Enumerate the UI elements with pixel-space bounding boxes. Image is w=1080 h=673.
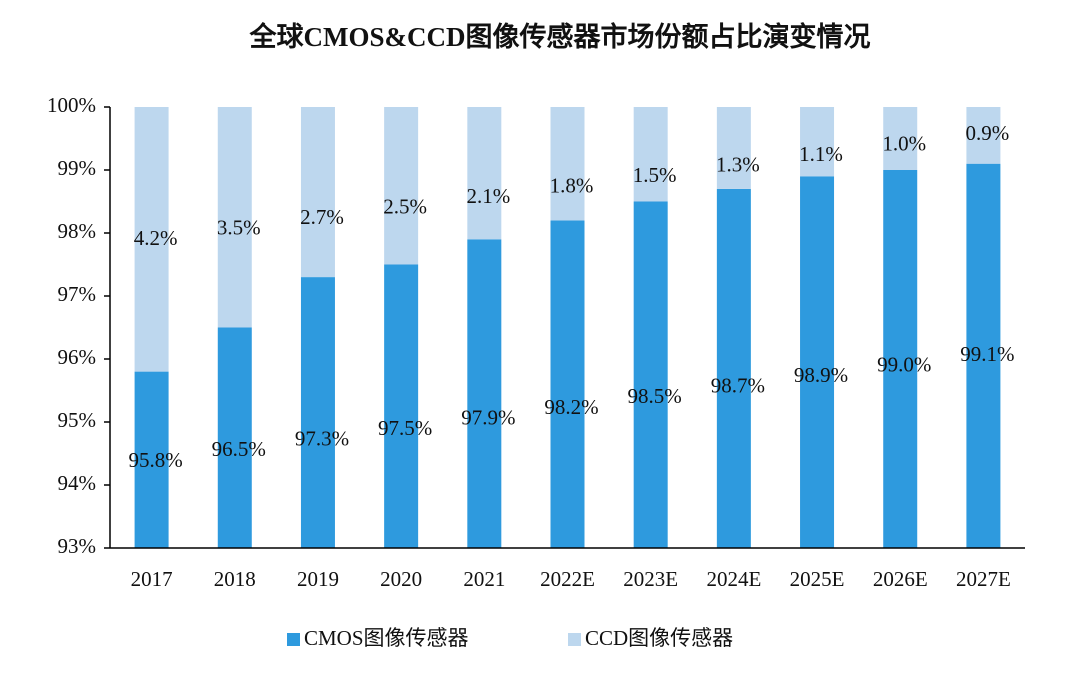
y-tick-label: 93% bbox=[58, 534, 97, 558]
y-tick-label: 95% bbox=[58, 408, 97, 432]
legend-swatch bbox=[287, 633, 300, 646]
data-label: 0.9% bbox=[966, 121, 1010, 145]
data-label: 98.7% bbox=[711, 374, 765, 398]
data-label: 1.3% bbox=[716, 152, 760, 176]
bar bbox=[800, 107, 835, 177]
bar bbox=[217, 107, 252, 328]
x-tick-label: 2020 bbox=[380, 567, 422, 591]
x-tick-label: 2024E bbox=[706, 567, 761, 591]
chart-title: 全球CMOS&CCD图像传感器市场份额占比演变情况 bbox=[249, 21, 871, 52]
x-tick-label: 2026E bbox=[873, 567, 928, 591]
bar bbox=[716, 188, 751, 548]
data-label: 1.5% bbox=[633, 163, 677, 187]
data-label: 95.8% bbox=[128, 448, 182, 472]
bar bbox=[633, 201, 668, 548]
legend-swatch bbox=[568, 633, 581, 646]
bar bbox=[134, 107, 169, 372]
legend-label: CMOS图像传感器 bbox=[304, 626, 469, 650]
y-tick-label: 99% bbox=[58, 156, 97, 180]
data-label: 1.8% bbox=[550, 173, 594, 197]
bar bbox=[883, 107, 918, 170]
bar bbox=[300, 277, 335, 548]
bar bbox=[716, 107, 751, 189]
bar bbox=[550, 107, 585, 221]
x-tick-label: 2022E bbox=[540, 567, 595, 591]
data-label: 97.3% bbox=[295, 427, 349, 451]
x-tick-label: 2023E bbox=[623, 567, 678, 591]
data-label: 2.5% bbox=[383, 194, 427, 218]
bar bbox=[550, 220, 585, 548]
y-tick-label: 94% bbox=[58, 471, 97, 495]
data-label: 2.7% bbox=[300, 205, 344, 229]
bar bbox=[966, 163, 1001, 548]
data-label: 98.9% bbox=[794, 363, 848, 387]
bar bbox=[800, 176, 835, 549]
y-tick-label: 97% bbox=[58, 282, 97, 306]
y-tick-label: 96% bbox=[58, 345, 97, 369]
y-tick-label: 100% bbox=[47, 93, 96, 117]
data-label: 96.5% bbox=[212, 437, 266, 461]
data-label: 99.1% bbox=[960, 342, 1014, 366]
data-label: 4.2% bbox=[134, 226, 178, 250]
bar bbox=[966, 107, 1001, 164]
data-label: 3.5% bbox=[217, 215, 261, 239]
data-label: 98.5% bbox=[628, 384, 682, 408]
x-tick-label: 2027E bbox=[956, 567, 1011, 591]
x-tick-label: 2017 bbox=[131, 567, 173, 591]
x-tick-label: 2025E bbox=[790, 567, 845, 591]
data-label: 99.0% bbox=[877, 352, 931, 376]
bar bbox=[134, 371, 169, 548]
legend-label: CCD图像传感器 bbox=[585, 626, 733, 650]
data-label: 97.9% bbox=[461, 405, 515, 429]
bar bbox=[384, 107, 419, 265]
x-tick-label: 2021 bbox=[463, 567, 505, 591]
bar bbox=[217, 327, 252, 548]
y-tick-label: 98% bbox=[58, 219, 97, 243]
bar bbox=[384, 264, 419, 548]
bar bbox=[467, 239, 502, 549]
data-label: 2.1% bbox=[466, 184, 510, 208]
bar bbox=[467, 107, 502, 240]
x-tick-label: 2018 bbox=[214, 567, 256, 591]
x-tick-label: 2019 bbox=[297, 567, 339, 591]
bar bbox=[633, 107, 668, 202]
data-label: 1.1% bbox=[799, 142, 843, 166]
data-label: 1.0% bbox=[882, 131, 926, 155]
data-label: 98.2% bbox=[544, 395, 598, 419]
bar bbox=[883, 170, 918, 548]
data-label: 97.5% bbox=[378, 416, 432, 440]
bar bbox=[300, 107, 335, 278]
